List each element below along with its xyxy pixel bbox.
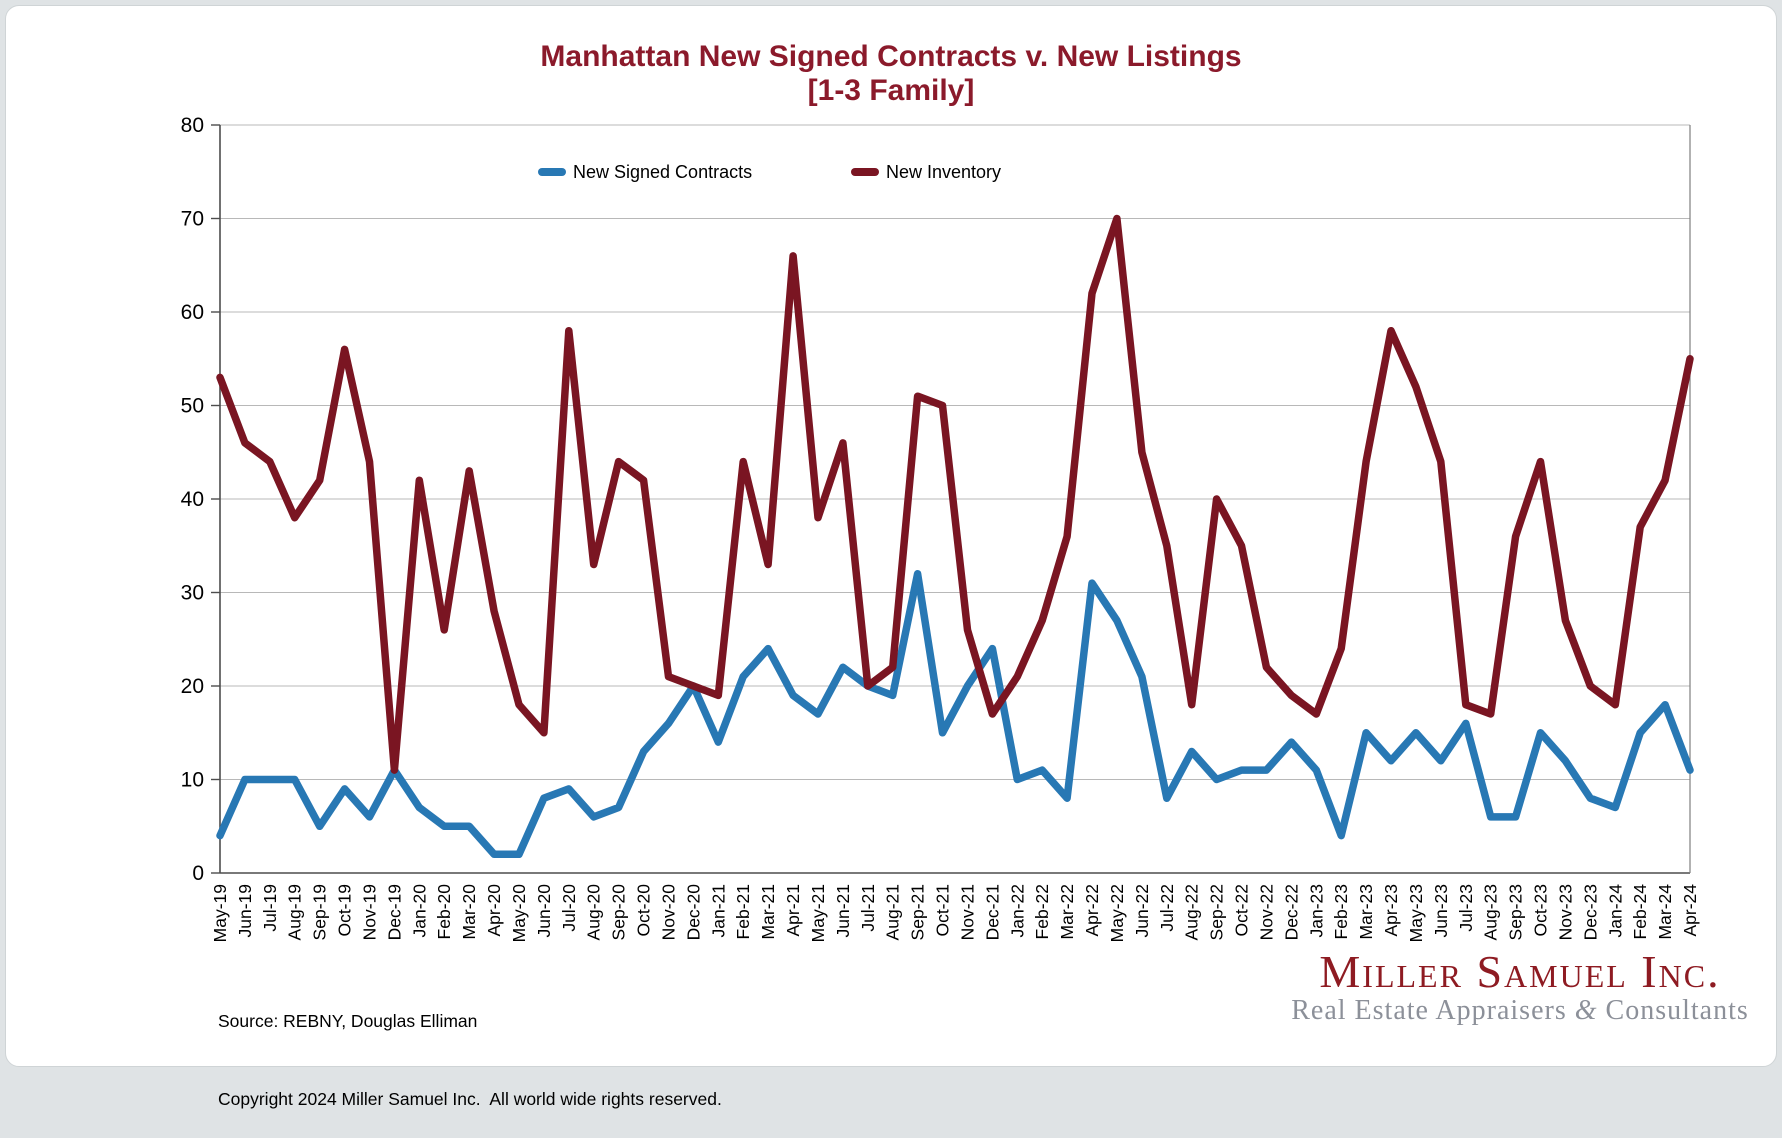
x-tick-label: Mar-22	[1057, 884, 1077, 939]
x-tick-label: Jun-23	[1431, 884, 1451, 938]
x-tick-label: Dec-23	[1580, 884, 1600, 940]
x-tick-label: Apr-24	[1680, 884, 1700, 937]
x-tick-label: Oct-21	[933, 884, 953, 937]
x-tick-label: Feb-23	[1331, 884, 1351, 939]
legend-label-new-inventory: New Inventory	[886, 161, 1002, 182]
x-tick-label: Sep-19	[310, 884, 330, 940]
x-tick-label: Sep-21	[908, 884, 928, 940]
x-tick-label: Dec-19	[384, 884, 404, 940]
x-tick-label: Feb-22	[1032, 884, 1052, 939]
x-tick-label: Dec-20	[683, 884, 703, 941]
x-tick-label: Jun-22	[1132, 884, 1152, 938]
x-tick-label: Feb-24	[1630, 884, 1650, 940]
x-tick-label: Aug-21	[883, 884, 903, 940]
x-tick-label: Nov-22	[1256, 884, 1276, 940]
y-tick-label: 70	[181, 208, 204, 231]
legend-swatch-new-signed-contracts	[538, 168, 566, 176]
x-tick-label: Jun-21	[833, 884, 853, 938]
y-tick-label: 20	[181, 675, 204, 698]
footer: Source: REBNY, Douglas Elliman Copyright…	[218, 956, 722, 1138]
y-tick-label: 40	[181, 488, 204, 511]
legend-item-new-inventory: New Inventory	[851, 160, 1001, 184]
chart-subtitle: [1-3 Family]	[807, 74, 975, 107]
x-tick-label: Nov-23	[1555, 884, 1575, 940]
x-tick-label: May-20	[509, 884, 529, 943]
x-tick-label: Apr-22	[1082, 884, 1102, 937]
x-tick-label: Mar-20	[459, 884, 479, 940]
y-tick-label: 0	[192, 862, 204, 885]
logo-subtitle: Real Estate Appraisers & Consultants	[1291, 995, 1749, 1026]
x-tick-label: Jul-21	[858, 884, 878, 932]
x-tick-label: Jan-21	[708, 884, 728, 938]
x-tick-label: Jul-19	[260, 884, 280, 932]
x-tick-label: Apr-23	[1381, 884, 1401, 937]
legend-item-new-signed-contracts: New Signed Contracts	[538, 160, 752, 184]
y-tick-label: 30	[181, 582, 204, 605]
x-tick-label: Jul-22	[1157, 884, 1177, 932]
x-tick-label: Dec-21	[982, 884, 1002, 940]
x-tick-label: Mar-23	[1356, 884, 1376, 939]
y-tick-label: 50	[181, 395, 204, 418]
x-tick-label: Nov-20	[658, 884, 678, 941]
x-tick-label: Oct-19	[335, 884, 355, 937]
x-tick-label: Jan-23	[1306, 884, 1326, 938]
y-tick-label: 80	[181, 114, 204, 137]
x-tick-label: Jun-19	[235, 884, 255, 938]
x-tick-label: Jan-24	[1605, 884, 1625, 938]
x-tick-label: Feb-21	[733, 884, 753, 939]
x-tick-label: Aug-20	[584, 884, 604, 941]
x-tick-label: May-23	[1406, 884, 1426, 942]
x-tick-label: Jan-22	[1007, 884, 1027, 938]
series-line-new-signed-contracts	[216, 570, 1694, 859]
x-tick-label: Mar-21	[758, 884, 778, 939]
logo-wordmark: Miller Samuel Inc.	[1319, 946, 1721, 997]
y-tick-label: 60	[181, 301, 204, 324]
x-tick-label: Aug-19	[285, 884, 305, 940]
line-chart: 0 10 20 30 40 50 60 70 80 May-19 Jun-19 Jul-19 Aug-1…	[181, 114, 1700, 943]
series-line-new-inventory	[216, 214, 1694, 774]
x-tick-label: Nov-19	[359, 884, 379, 940]
x-tick-label: Jun-20	[534, 884, 554, 938]
page: { "title": { "line1": "Manhattan New Sig…	[5, 5, 1782, 1109]
copyright-note: Copyright 2024 Miller Samuel Inc. All wo…	[218, 1089, 722, 1109]
x-tick-label: Sep-22	[1207, 884, 1227, 940]
y-tick-label: 10	[181, 769, 204, 792]
x-tick-label: Oct-22	[1232, 884, 1252, 937]
chart-title: Manhattan New Signed Contracts v. New Li…	[540, 40, 1242, 73]
x-tick-label: Dec-22	[1281, 884, 1301, 940]
x-tick-label: Jul-23	[1456, 884, 1476, 932]
source-note: Source: REBNY, Douglas Elliman	[218, 1011, 478, 1031]
x-tick-label: Feb-20	[434, 884, 454, 940]
x-tick-label: Oct-20	[634, 884, 654, 937]
x-tick-label: Mar-24	[1655, 884, 1675, 940]
x-tick-label: Nov-21	[957, 884, 977, 940]
x-tick-label: Oct-23	[1531, 884, 1551, 937]
x-tick-label: Aug-22	[1182, 884, 1202, 940]
x-tick-label: Sep-20	[609, 884, 629, 941]
x-tick-label: Jan-20	[409, 884, 429, 938]
x-tick-label: May-19	[210, 884, 230, 942]
x-tick-label: Apr-20	[484, 884, 504, 937]
x-tick-label: Jul-20	[559, 884, 579, 932]
legend-swatch-new-inventory	[851, 168, 879, 176]
chart-card	[5, 5, 1777, 1067]
miller-samuel-logo: Miller Samuel Inc. Real Estate Appraiser…	[1235, 948, 1782, 1026]
logo-ampersand: &	[1574, 995, 1598, 1026]
x-tick-label: Aug-23	[1481, 884, 1501, 940]
x-tick-label: Sep-23	[1506, 884, 1526, 940]
x-tick-label: Apr-21	[783, 884, 803, 937]
x-tick-label: May-22	[1107, 884, 1127, 942]
legend-label-new-signed-contracts: New Signed Contracts	[573, 161, 753, 182]
x-tick-label: May-21	[808, 884, 828, 942]
